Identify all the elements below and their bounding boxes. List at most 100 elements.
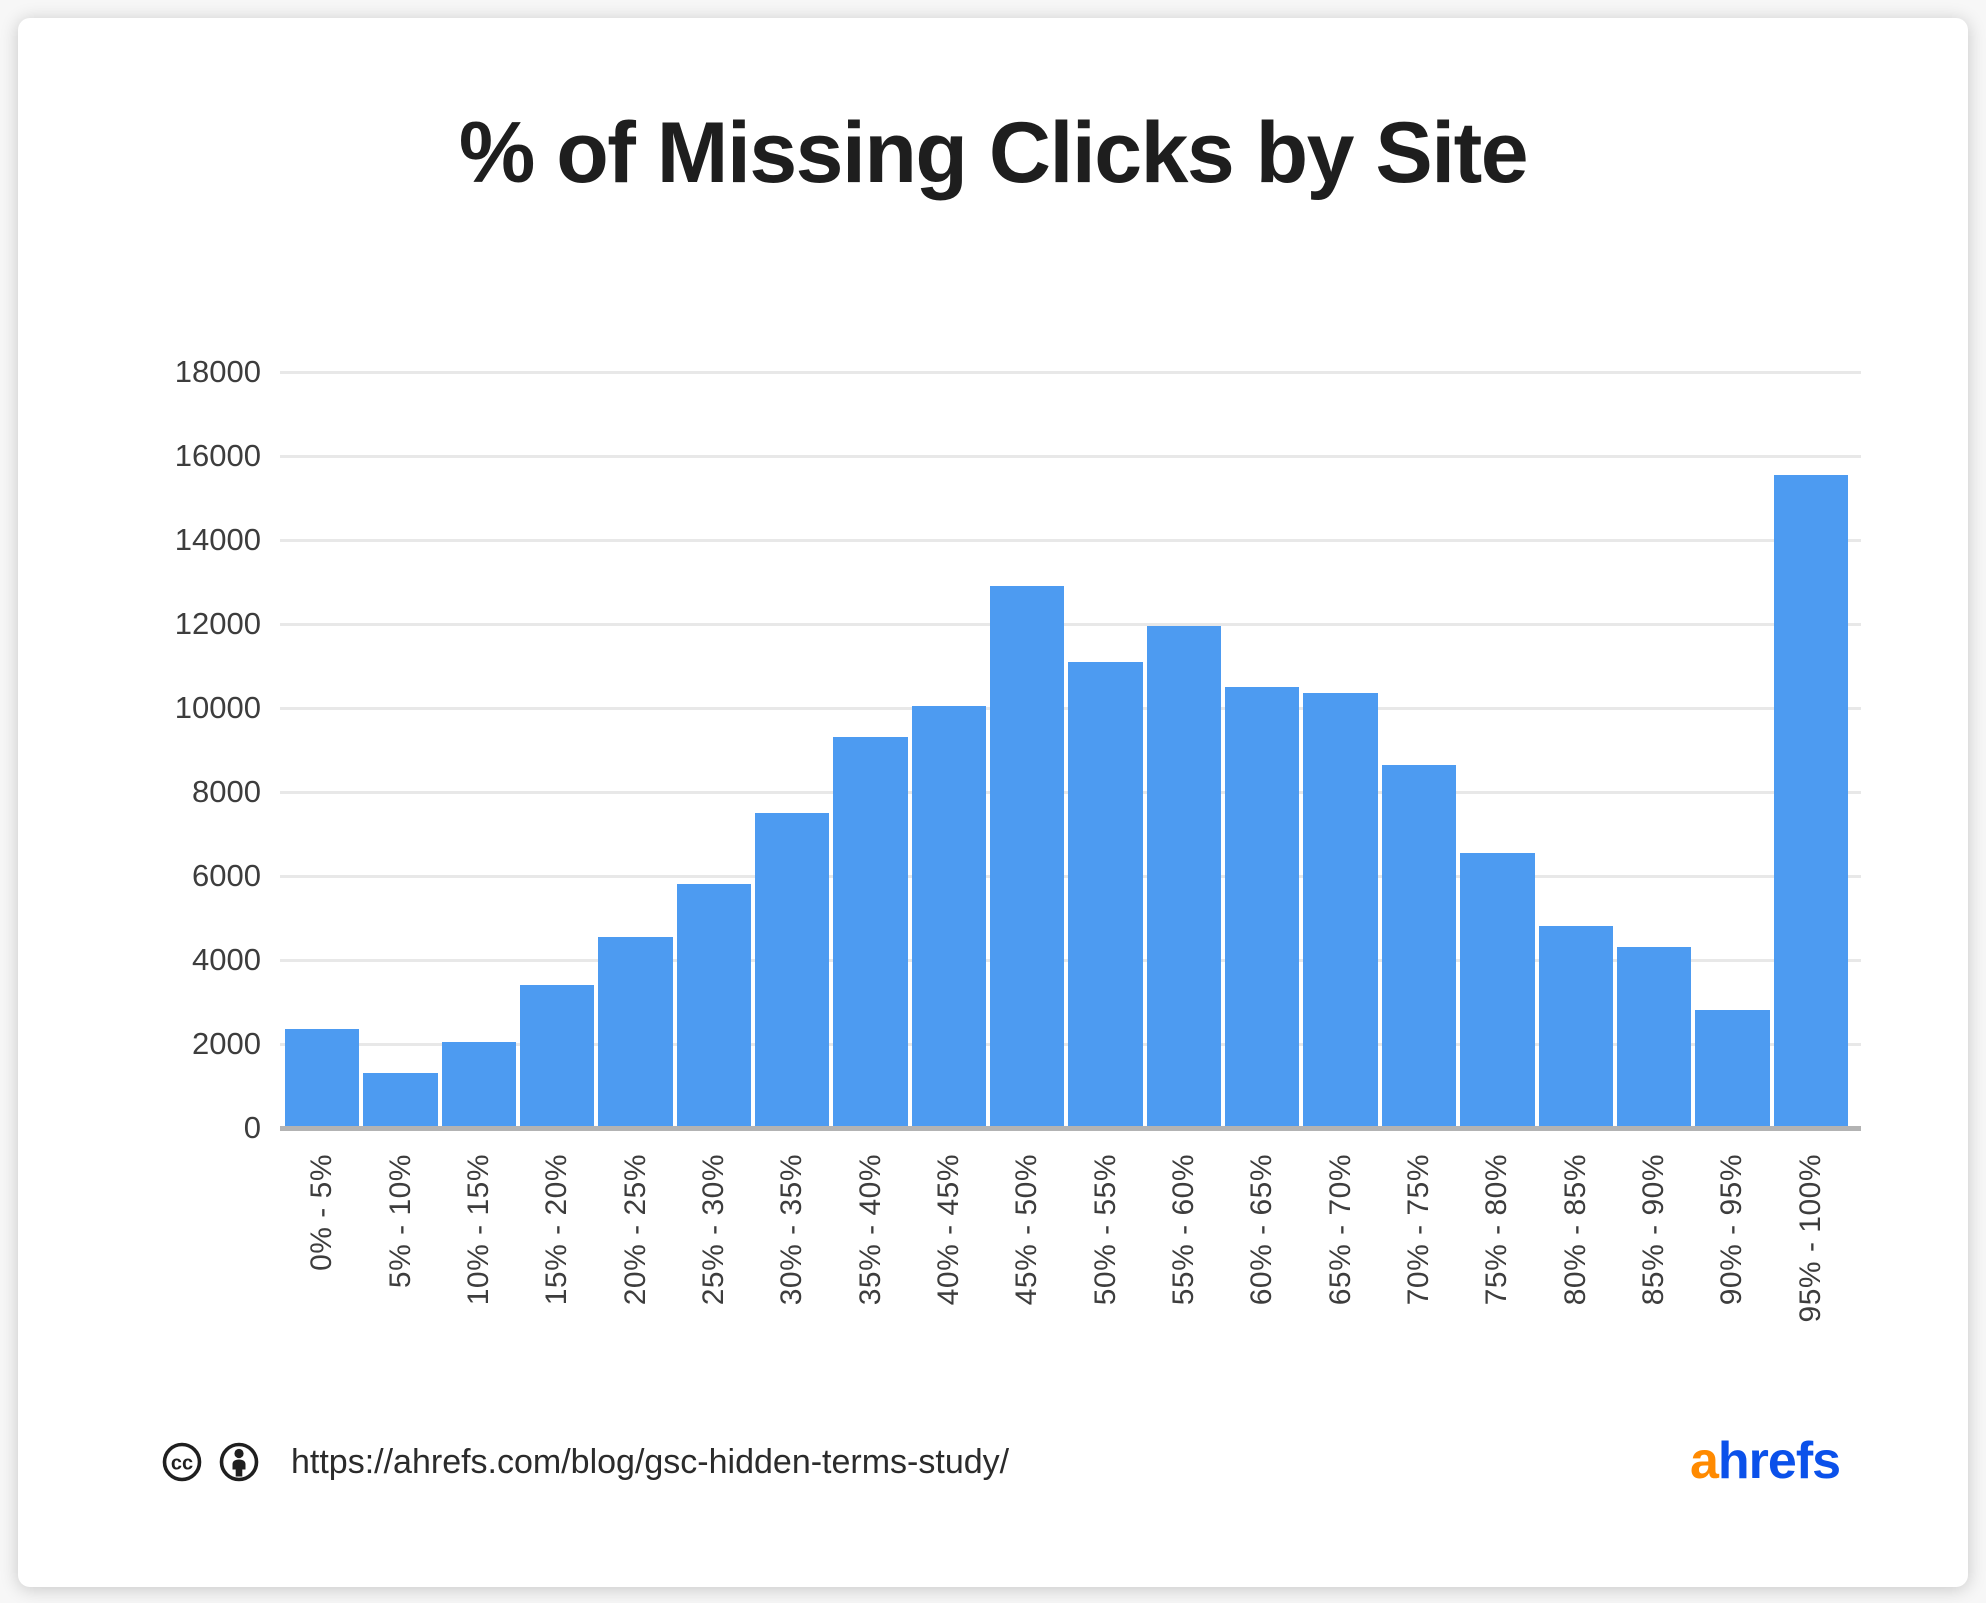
bar [520, 985, 595, 1128]
x-label-cell: 50% - 55% [1066, 1154, 1144, 1404]
bar-slot [283, 372, 361, 1128]
bar [1538, 926, 1613, 1128]
ahrefs-logo-hrefs: hrefs [1717, 1432, 1841, 1490]
x-label-cell: 5% - 10% [361, 1154, 439, 1404]
x-label-cell: 90% - 95% [1693, 1154, 1771, 1404]
bar [1616, 947, 1692, 1128]
x-tick-label: 35% - 40% [853, 1154, 887, 1306]
bar-slot [753, 372, 831, 1128]
x-label-cell: 65% - 70% [1301, 1154, 1379, 1404]
x-label-cell: 85% - 90% [1615, 1154, 1693, 1404]
y-tick-label: 6000 [192, 858, 261, 893]
bar [363, 1073, 438, 1128]
x-tick-label: 75% - 80% [1480, 1154, 1514, 1306]
bar-slot [1772, 372, 1850, 1128]
x-tick-label: 65% - 70% [1323, 1154, 1357, 1306]
bar-slot [1537, 372, 1615, 1128]
x-label-cell: 45% - 50% [988, 1154, 1066, 1404]
bar-slot [518, 372, 596, 1128]
x-labels-container: 0% - 5% 5% - 10% 10% - 15% 15% - 20% 20% - 2… [283, 1154, 1850, 1404]
x-label-cell: 35% - 40% [831, 1154, 909, 1404]
bar-slot [988, 372, 1066, 1128]
bars-container [283, 372, 1850, 1128]
bar [1381, 764, 1457, 1128]
x-label-cell: 0% - 5% [283, 1154, 361, 1404]
chart-card: % of Missing Clicks by Site 0 2000 4000 600… [18, 18, 1968, 1587]
x-tick-label: 20% - 25% [618, 1154, 652, 1306]
bar-slot [675, 372, 753, 1128]
bar-slot [1380, 372, 1458, 1128]
y-tick-label: 12000 [174, 606, 261, 641]
x-label-cell: 30% - 35% [753, 1154, 831, 1404]
x-tick-label: 85% - 90% [1637, 1154, 1671, 1306]
x-axis-line [280, 1126, 1861, 1131]
x-tick-label: 55% - 60% [1166, 1154, 1200, 1306]
bar-slot [361, 372, 439, 1128]
cc-icon: cc [162, 1442, 202, 1482]
gridline [280, 454, 1861, 458]
x-tick-label: 50% - 55% [1088, 1154, 1122, 1306]
bar [990, 586, 1065, 1128]
x-label-cell: 75% - 80% [1458, 1154, 1536, 1404]
bar [598, 936, 673, 1128]
bar-slot [910, 372, 988, 1128]
bar [833, 737, 908, 1128]
y-tick-label: 14000 [174, 522, 261, 557]
x-label-cell: 80% - 85% [1537, 1154, 1615, 1404]
bar-slot [1145, 372, 1223, 1128]
bar-slot [1615, 372, 1693, 1128]
x-tick-label: 40% - 45% [931, 1154, 965, 1306]
x-label-cell: 25% - 30% [675, 1154, 753, 1404]
x-label-cell: 55% - 60% [1145, 1154, 1223, 1404]
bar-slot [596, 372, 674, 1128]
x-tick-label: 90% - 95% [1715, 1154, 1749, 1306]
bar-slot [1693, 372, 1771, 1128]
bar [1460, 852, 1535, 1128]
x-label-cell: 15% - 20% [518, 1154, 596, 1404]
footer: cc https://ahrefs.com/blog/gsc-hidden-te… [161, 1436, 1009, 1488]
bar-slot [1301, 372, 1379, 1128]
bar [1773, 474, 1848, 1128]
bar-slot [1223, 372, 1301, 1128]
bar-slot [440, 372, 518, 1128]
bar [1146, 626, 1222, 1128]
x-label-cell: 40% - 45% [910, 1154, 988, 1404]
bar-slot [1066, 372, 1144, 1128]
x-tick-label: 5% - 10% [383, 1154, 417, 1289]
x-tick-label: 15% - 20% [540, 1154, 574, 1306]
x-label-cell: 95% - 100% [1772, 1154, 1850, 1404]
y-tick-label: 2000 [192, 1026, 261, 1061]
ahrefs-logo: ahrefs [1690, 1430, 1841, 1492]
bar [285, 1029, 360, 1128]
x-label-cell: 70% - 75% [1380, 1154, 1458, 1404]
y-tick-label: 18000 [174, 354, 261, 389]
x-tick-label: 70% - 75% [1401, 1154, 1435, 1306]
x-tick-label: 0% - 5% [305, 1154, 339, 1271]
bar [1695, 1010, 1770, 1128]
plot-area: 0 2000 4000 6000 8000 10000 12000 14000 16000 180… [18, 18, 1968, 1587]
bar [441, 1041, 517, 1128]
x-label-cell: 60% - 65% [1223, 1154, 1301, 1404]
bar [1225, 687, 1300, 1128]
x-tick-label: 80% - 85% [1558, 1154, 1592, 1306]
gridline [280, 370, 1861, 374]
bar [1303, 693, 1378, 1128]
bar [1068, 661, 1143, 1128]
x-label-cell: 20% - 25% [596, 1154, 674, 1404]
bar [755, 813, 830, 1128]
bar [676, 884, 752, 1128]
x-label-cell: 10% - 15% [440, 1154, 518, 1404]
y-tick-label: 8000 [192, 774, 261, 809]
y-tick-label: 10000 [174, 690, 261, 725]
bar-slot [1458, 372, 1536, 1128]
svg-text:cc: cc [171, 1453, 193, 1475]
x-tick-label: 10% - 15% [461, 1154, 495, 1306]
bar-slot [831, 372, 909, 1128]
y-tick-label: 0 [243, 1110, 261, 1145]
gridline [280, 622, 1861, 626]
ahrefs-logo-a: a [1690, 1432, 1719, 1490]
x-tick-label: 95% - 100% [1793, 1154, 1827, 1323]
source-url: https://ahrefs.com/blog/gsc-hidden-terms… [291, 1442, 1010, 1481]
x-tick-label: 45% - 50% [1010, 1154, 1044, 1306]
